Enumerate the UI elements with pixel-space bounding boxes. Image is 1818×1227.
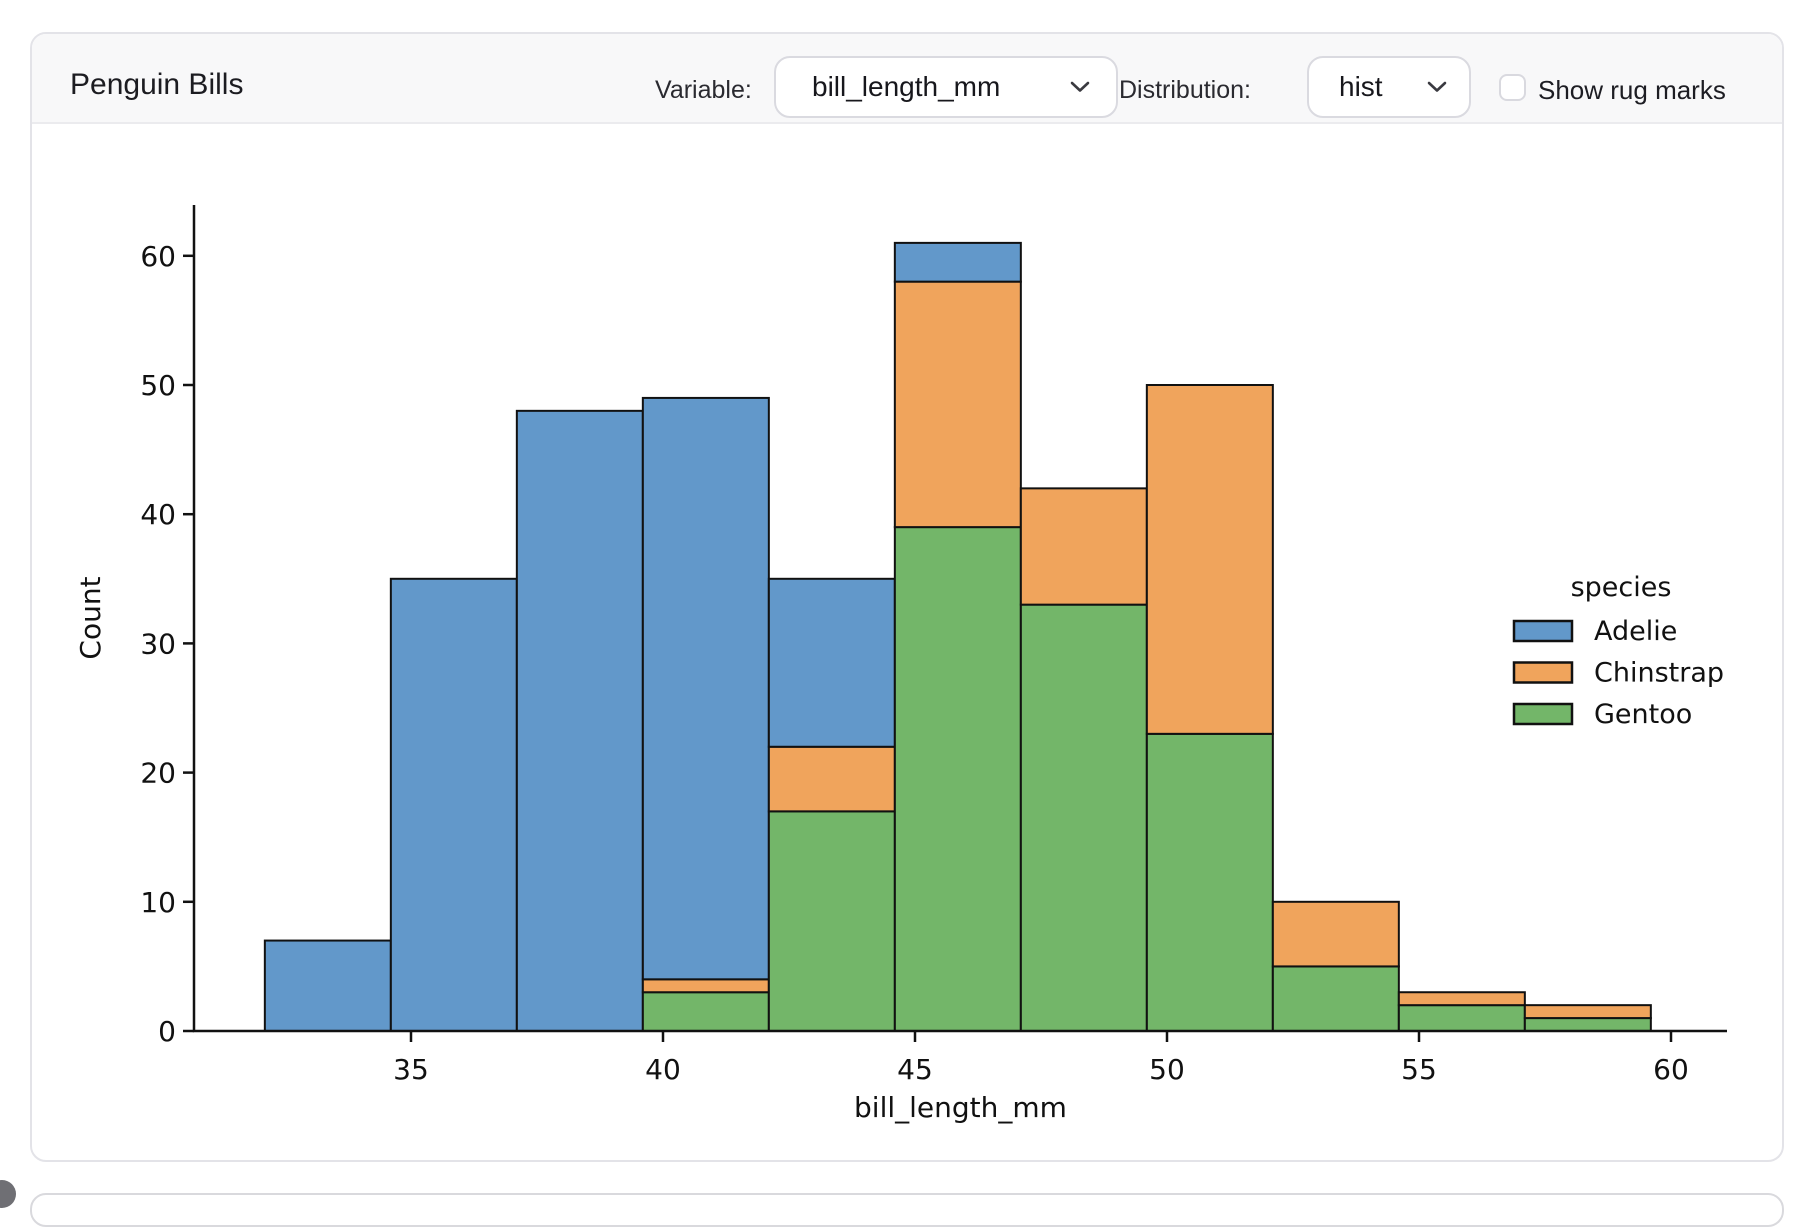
next-card-top-edge <box>30 1193 1784 1227</box>
svg-text:50: 50 <box>1149 1053 1185 1086</box>
svg-text:30: 30 <box>140 627 176 660</box>
svg-text:Count: Count <box>74 576 107 659</box>
svg-text:Adelie: Adelie <box>1594 616 1677 647</box>
svg-text:50: 50 <box>140 369 176 402</box>
svg-text:bill_length_mm: bill_length_mm <box>854 1091 1067 1124</box>
distribution-select-value: hist <box>1339 71 1383 102</box>
chevron-down-icon <box>1427 81 1447 92</box>
svg-text:40: 40 <box>140 498 176 531</box>
show-rug-marks-checkbox[interactable] <box>1499 74 1526 101</box>
svg-text:Gentoo: Gentoo <box>1594 699 1692 730</box>
svg-text:55: 55 <box>1401 1053 1437 1086</box>
svg-text:45: 45 <box>897 1053 933 1086</box>
svg-text:Chinstrap: Chinstrap <box>1594 658 1724 689</box>
svg-text:20: 20 <box>140 757 176 790</box>
svg-text:40: 40 <box>645 1053 681 1086</box>
variable-label: Variable: <box>655 76 752 104</box>
mouse-cursor <box>0 1180 16 1208</box>
chevron-down-icon <box>1070 81 1090 92</box>
show-rug-marks-label: Show rug marks <box>1538 75 1726 105</box>
svg-text:0: 0 <box>158 1015 176 1048</box>
svg-text:species: species <box>1571 572 1672 603</box>
distribution-label: Distribution: <box>1119 76 1251 104</box>
variable-select-value: bill_length_mm <box>812 71 1001 102</box>
svg-text:35: 35 <box>393 1053 429 1086</box>
variable-select[interactable]: bill_length_mm <box>774 56 1118 118</box>
svg-text:60: 60 <box>1653 1053 1689 1086</box>
svg-text:60: 60 <box>140 240 176 273</box>
page-title: Penguin Bills <box>70 68 244 101</box>
card-header: Penguin Bills Variable: bill_length_mm D… <box>32 34 1782 124</box>
dashboard-card: 0 10 20 30 40 50 60 35 40 45 50 55 60 bill_length_mm C… <box>30 32 1784 1162</box>
distribution-select[interactable]: hist <box>1307 56 1471 118</box>
svg-text:10: 10 <box>140 886 176 919</box>
histogram-figure: 0 10 20 30 40 50 60 35 40 45 50 55 60 bill_length_mm C… <box>74 205 1727 1124</box>
